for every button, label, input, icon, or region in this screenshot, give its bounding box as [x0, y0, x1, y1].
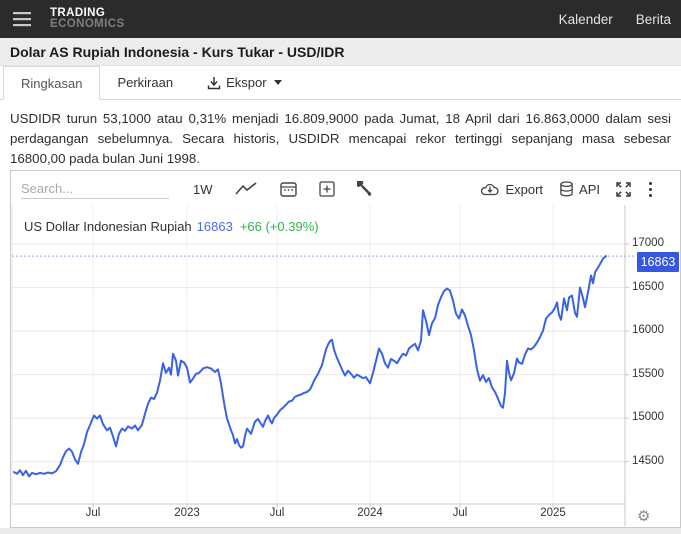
api-label: API	[579, 181, 600, 197]
database-icon	[560, 181, 573, 197]
more-options-button[interactable]	[647, 178, 654, 200]
search-input[interactable]	[21, 179, 169, 199]
current-value-badge: 16863	[637, 252, 679, 273]
tab-ringkasan[interactable]: Ringkasan	[3, 66, 101, 100]
tab-ekspor[interactable]: Ekspor	[190, 66, 298, 99]
chart-title: US Dollar Indonesian Rupiah 16863 +66 (+0.…	[24, 219, 319, 234]
menu-icon[interactable]	[12, 11, 32, 27]
line-chart-icon	[234, 182, 256, 195]
cloud-download-icon	[481, 183, 500, 196]
chart-settings-gear-icon[interactable]: ⚙	[637, 507, 651, 525]
chart-toolbar: 1W	[21, 175, 654, 203]
logo-line2: ECONOMICS	[50, 18, 125, 30]
logo-line1: TRADING	[50, 7, 106, 19]
interval-button[interactable]: 1W	[193, 181, 213, 197]
trading-economics-logo[interactable]: TRADING ECONOMICS	[50, 7, 125, 30]
caret-down-icon	[273, 80, 282, 85]
fullscreen-button[interactable]	[616, 181, 631, 197]
export-button[interactable]: Export	[480, 182, 543, 197]
top-nav-links: Kalender Berita	[559, 12, 671, 27]
add-indicator-button[interactable]	[318, 181, 335, 197]
download-icon	[207, 76, 221, 89]
page-title: Dolar AS Rupiah Indonesia - Kurs Tukar -…	[10, 43, 345, 60]
chart-title-text: US Dollar Indonesian Rupiah	[24, 219, 192, 234]
chart-toolbar-right: Export API	[480, 178, 654, 200]
page-bottom-strip	[0, 528, 681, 534]
nav-berita-link[interactable]: Berita	[635, 11, 671, 27]
chart-type-button[interactable]	[234, 182, 258, 196]
tab-label: Ekspor	[226, 75, 267, 90]
tab-perkiraan[interactable]: Perkiraan	[100, 66, 190, 99]
tab-label: Perkiraan	[117, 75, 174, 90]
summary-text: USDIDR turun 53,1000 atau 0,31% menjadi …	[10, 111, 671, 166]
tab-bar: Ringkasan Perkiraan Ekspor	[0, 66, 681, 100]
plus-square-icon	[318, 181, 335, 197]
tools-button[interactable]	[356, 181, 372, 197]
wrench-icon	[356, 181, 371, 196]
expand-arrows-icon	[616, 181, 631, 197]
top-navbar: TRADING ECONOMICS Kalender Berita	[0, 0, 681, 38]
page-title-bar: Dolar AS Rupiah Indonesia - Kurs Tukar -…	[0, 38, 681, 66]
calendar-icon	[279, 182, 297, 197]
nav-kalender-link[interactable]: Kalender	[558, 11, 613, 27]
export-label: Export	[505, 181, 544, 197]
date-range-button[interactable]	[279, 181, 297, 197]
chart-change: +66 (+0.39%)	[239, 219, 319, 234]
api-button[interactable]: API	[559, 181, 600, 197]
chart-last-value: 16863	[196, 219, 233, 234]
tab-label: Ringkasan	[21, 75, 83, 91]
